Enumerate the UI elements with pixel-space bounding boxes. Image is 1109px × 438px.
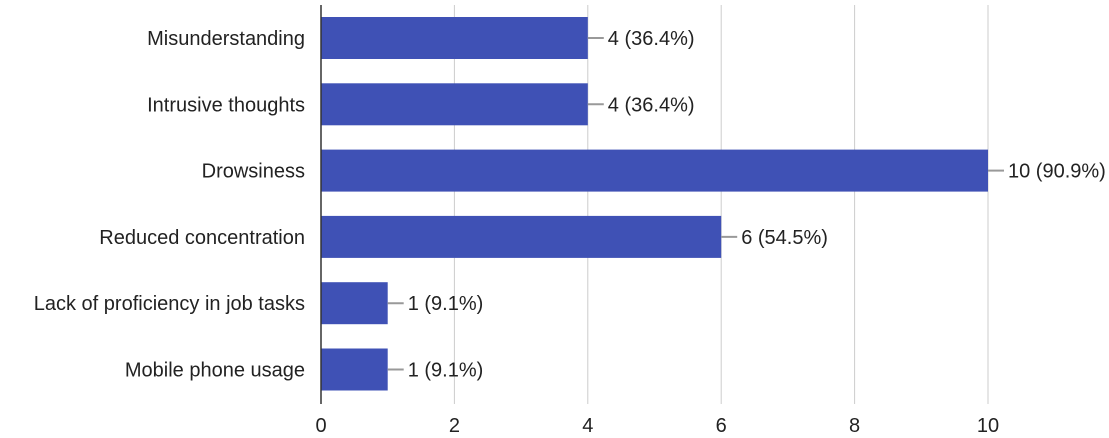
bar (321, 83, 588, 126)
category-label: Drowsiness (202, 161, 305, 183)
x-tick-label: 10 (977, 415, 999, 437)
category-label: Misunderstanding (147, 28, 305, 50)
x-tick-label: 6 (716, 415, 727, 437)
data-label: 1 (9.1%) (408, 360, 484, 382)
category-label: Lack of proficiency in job tasks (34, 293, 305, 315)
data-label: 10 (90.9%) (1008, 161, 1106, 183)
bars (321, 17, 988, 391)
labels: 0 2 4 6 8 10 4 (36.4%) Misunderstanding 4 (36.4%… (34, 28, 1106, 437)
gridlines (320, 5, 989, 404)
data-label: 6 (54.5%) (741, 227, 828, 249)
category-label: Reduced concentration (99, 227, 305, 249)
x-tick-label: 8 (849, 415, 860, 437)
bar (321, 348, 388, 391)
bar (321, 17, 588, 59)
x-tick-label: 2 (449, 415, 460, 437)
category-label: Mobile phone usage (125, 360, 305, 382)
x-tick-label: 0 (315, 415, 326, 437)
bar (321, 282, 388, 325)
x-tick-label: 4 (582, 415, 593, 437)
data-label: 1 (9.1%) (408, 293, 484, 315)
bar (321, 149, 988, 192)
bar (321, 215, 722, 258)
data-label: 4 (36.4%) (608, 28, 695, 50)
data-label: 4 (36.4%) (608, 94, 695, 116)
category-label: Intrusive thoughts (147, 94, 305, 116)
